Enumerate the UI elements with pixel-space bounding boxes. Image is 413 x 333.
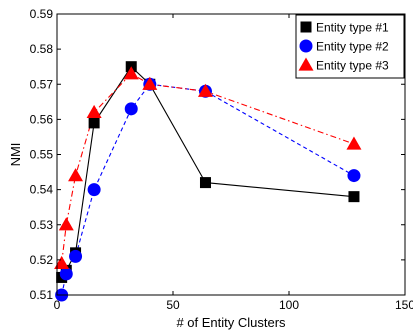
y-tick-label: 0.52 [30, 253, 54, 267]
y-tick-label: 0.59 [30, 7, 54, 21]
y-tick-label: 0.58 [30, 42, 54, 56]
data-point-series-2 [69, 249, 83, 263]
data-point-series-3 [197, 83, 213, 97]
data-point-series-3 [142, 76, 158, 90]
data-point-series-3 [86, 104, 102, 118]
data-point-series-2 [124, 102, 138, 116]
y-axis-label: NMI [8, 143, 23, 167]
legend-marker-3 [298, 57, 314, 71]
series-line-3 [61, 73, 355, 264]
legend-marker-1 [300, 21, 312, 33]
legend-label-2: Entity type #2 [316, 40, 389, 54]
data-point-series-3 [58, 217, 74, 231]
series-line-1 [61, 65, 355, 278]
y-tick-label: 0.54 [30, 183, 54, 197]
data-point-series-1 [348, 191, 360, 203]
axis-ticks: 0 50 100 150 0.51 0.52 0.53 0.54 0.55 0.56 0.57 0.5… [30, 7, 413, 312]
series-line-2 [61, 83, 355, 296]
legend-label-3: Entity type #3 [316, 59, 389, 73]
y-tick-label: 0.56 [30, 112, 54, 126]
y-tick-label: 0.55 [30, 148, 54, 162]
data-point-series-3 [68, 168, 84, 182]
data-point-series-3 [346, 136, 362, 150]
y-tick-label: 0.51 [30, 288, 54, 302]
y-tick-label: 0.57 [30, 77, 54, 91]
x-tick-label: 150 [395, 298, 413, 312]
x-axis-label: # of Entity Clusters [176, 315, 286, 330]
x-tick-label: 100 [279, 298, 299, 312]
data-point-series-3 [54, 255, 70, 270]
data-point-series-2 [87, 183, 101, 197]
legend: Entity type #1 Entity type #2 Entity type … [295, 14, 405, 79]
data-point-series-1 [199, 177, 211, 189]
data-point-series-3 [123, 66, 139, 80]
x-tick-label: 50 [166, 298, 180, 312]
legend-box [295, 14, 405, 79]
x-tick-label: 0 [54, 298, 61, 312]
legend-marker-2 [299, 39, 313, 53]
data-point-series-2 [59, 267, 73, 281]
data-point-series-2 [347, 169, 361, 183]
legend-label-1: Entity type #1 [316, 21, 389, 35]
y-tick-label: 0.53 [30, 218, 54, 232]
data-point-series-1 [88, 117, 100, 129]
series-markers [54, 61, 362, 302]
